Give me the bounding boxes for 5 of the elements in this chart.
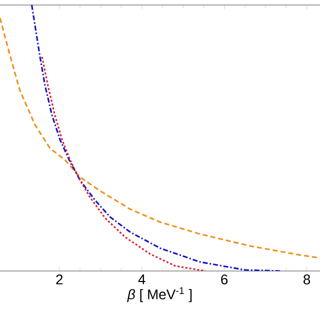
x-tick-label: 4 <box>138 274 146 284</box>
x-tick-label: 6 <box>221 274 228 284</box>
x-tick-label: 2 <box>56 274 63 284</box>
x-axis-title: β [ MeV$^{-1}$ ] <box>127 287 192 302</box>
x-tick-label: 8 <box>304 274 310 284</box>
